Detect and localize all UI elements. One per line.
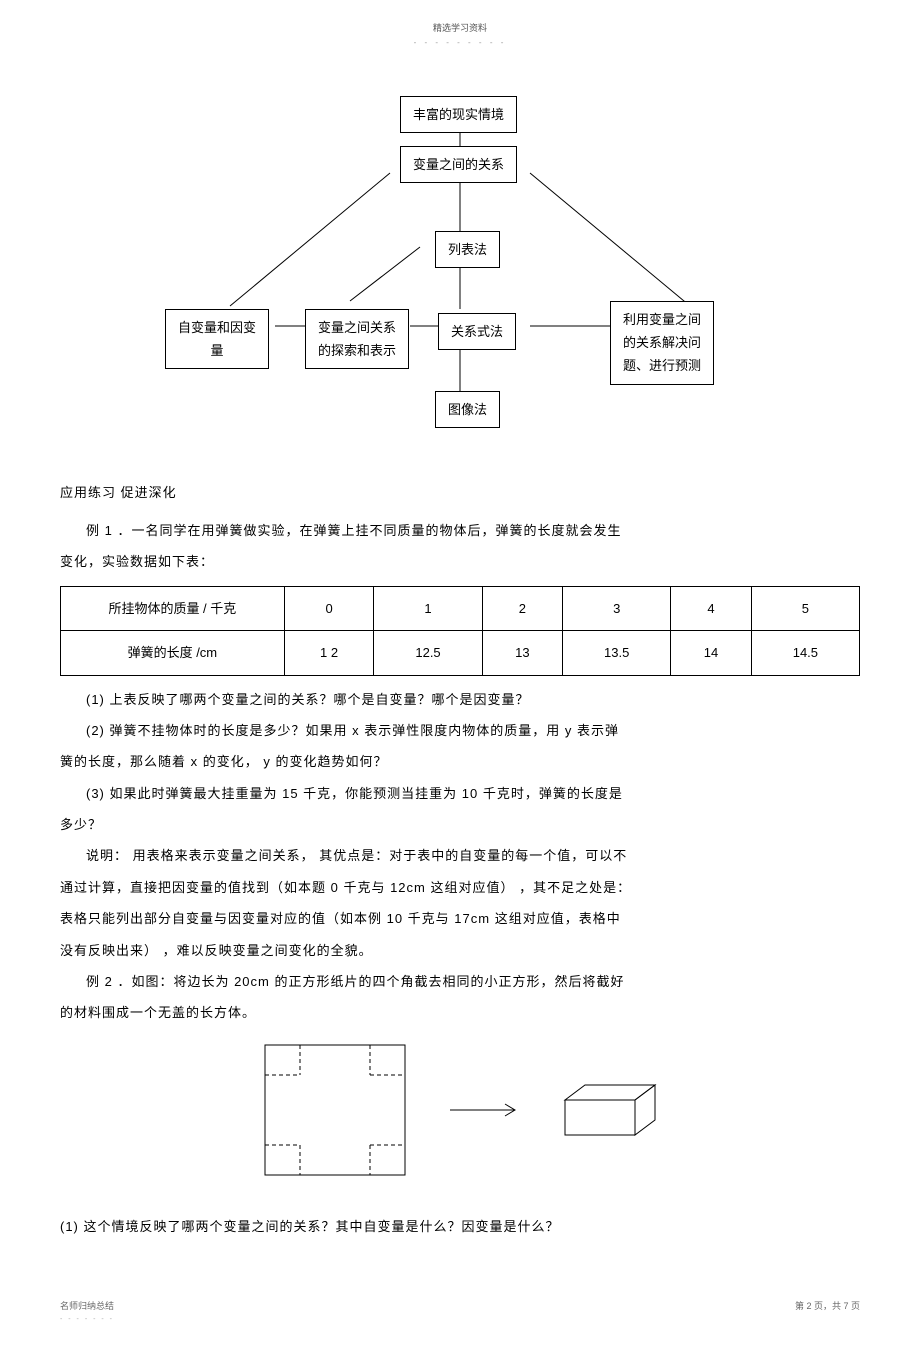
- explain-4: 没有反映出来） ，难以反映变量之间变化的全貌。: [60, 939, 860, 962]
- question-1: (1) 上表反映了哪两个变量之间的关系？哪个是自变量？哪个是因变量？: [60, 688, 860, 711]
- table-cell: 13: [482, 631, 562, 675]
- ex1-p1: 例 1 ．一名同学在用弹簧做实验，在弹簧上挂不同质量的物体后，弹簧的长度就会发生: [60, 519, 860, 542]
- node-explore: 变量之间关系 的探索和表示: [305, 309, 409, 370]
- box-3d: [555, 1075, 665, 1145]
- header-title: 精选学习资料: [60, 20, 860, 36]
- spring-data-table: 所挂物体的质量 / 千克 0 1 2 3 4 5 弹簧的长度 /cm 1 2 1…: [60, 586, 860, 676]
- explain-1: 说明： 用表格来表示变量之间关系， 其优点是：对于表中的自变量的每一个值，可以不: [60, 844, 860, 867]
- question-2a: (2) 弹簧不挂物体时的长度是多少？如果用 x 表示弹性限度内物体的质量，用 y…: [60, 719, 860, 742]
- section-title: 应用练习 促进深化: [60, 481, 860, 504]
- header-sub: - - - - - - - - -: [60, 36, 860, 50]
- ex2-row: 的材料围成一个无盖的长方体。: [60, 1001, 860, 1024]
- table-header: 5: [751, 586, 859, 630]
- table-row: 所挂物体的质量 / 千克 0 1 2 3 4 5: [61, 586, 860, 630]
- question-3b: 多少？: [60, 813, 860, 836]
- table-row: 弹簧的长度 /cm 1 2 12.5 13 13.5 14 14.5: [61, 631, 860, 675]
- fold-diagram: [60, 1035, 860, 1185]
- table-cell: 13.5: [563, 631, 671, 675]
- footer-left-text: 名师归纳总结: [60, 1298, 114, 1314]
- table-cell: 14: [671, 631, 751, 675]
- table-cell: 14.5: [751, 631, 859, 675]
- node-solve: 利用变量之间 的关系解决问 题、进行预测: [610, 301, 714, 385]
- node-situation: 丰富的现实情境: [400, 96, 517, 133]
- question-3a: (3) 如果此时弹簧最大挂重量为 15 千克，你能预测当挂重为 10 千克时，弹…: [60, 782, 860, 805]
- table-header: 2: [482, 586, 562, 630]
- question-2b: 簧的长度，那么随着 x 的变化， y 的变化趋势如何？: [60, 750, 860, 773]
- concept-diagram: 丰富的现实情境 变量之间的关系 列表法 自变量和因变 量 变量之间关系 的探索和…: [110, 91, 810, 451]
- table-header: 1: [374, 586, 482, 630]
- table-header: 所挂物体的质量 / 千克: [61, 586, 285, 630]
- arrow-icon: [445, 1100, 525, 1120]
- node-table-method: 列表法: [435, 231, 500, 268]
- node-relation: 变量之间的关系: [400, 146, 517, 183]
- ex1-p2: 变化，实验数据如下表：: [60, 550, 860, 573]
- table-cell: 弹簧的长度 /cm: [61, 631, 285, 675]
- table-cell: 1 2: [284, 631, 374, 675]
- table-header: 3: [563, 586, 671, 630]
- footer-left-sub: - - - - - - -: [60, 1314, 114, 1327]
- node-graph: 图像法: [435, 391, 500, 428]
- header-top: 精选学习资料 - - - - - - - - -: [60, 20, 860, 51]
- ex2-p1: 例 2 ．如图：将边长为 20cm 的正方形纸片的四个角截去相同的小正方形，然后…: [60, 970, 860, 993]
- table-cell: 12.5: [374, 631, 482, 675]
- table-header: 4: [671, 586, 751, 630]
- explain-3: 表格只能列出部分自变量与因变量对应的值（如本例 10 千克与 17cm 这组对应…: [60, 907, 860, 930]
- node-formula: 关系式法: [438, 313, 516, 350]
- table-header: 0: [284, 586, 374, 630]
- ex2-p2: 的材料围成一个无盖的长方体。: [60, 1001, 256, 1024]
- square-with-cuts: [255, 1035, 415, 1185]
- question-final: (1) 这个情境反映了哪两个变量之间的关系？其中自变量是什么？因变量是什么？: [60, 1215, 860, 1238]
- node-variables: 自变量和因变 量: [165, 309, 269, 370]
- explain-2: 通过计算，直接把因变量的值找到（如本题 0 千克与 12cm 这组对应值） ，其…: [60, 876, 860, 899]
